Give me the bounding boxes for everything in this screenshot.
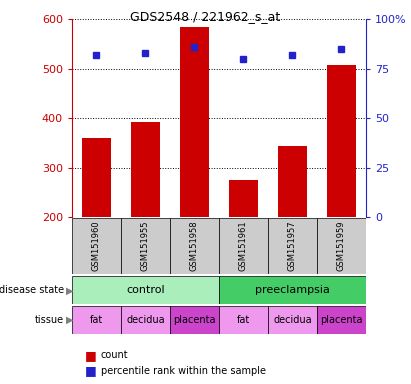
- Text: GSM151959: GSM151959: [337, 221, 346, 271]
- Text: count: count: [101, 350, 128, 360]
- Bar: [121, 306, 170, 334]
- Bar: [327, 65, 356, 217]
- Text: GSM151957: GSM151957: [288, 221, 297, 271]
- Text: percentile rank within the sample: percentile rank within the sample: [101, 366, 266, 376]
- Text: fat: fat: [237, 315, 250, 325]
- Bar: [219, 276, 366, 304]
- Text: GSM151960: GSM151960: [92, 221, 101, 271]
- Text: GSM151958: GSM151958: [190, 221, 199, 271]
- Bar: [278, 146, 307, 217]
- Bar: [268, 218, 317, 274]
- Text: placenta: placenta: [320, 315, 363, 325]
- Bar: [72, 306, 121, 334]
- Text: GDS2548 / 221962_s_at: GDS2548 / 221962_s_at: [130, 10, 281, 23]
- Bar: [317, 306, 366, 334]
- Bar: [268, 306, 317, 334]
- Text: preeclampsia: preeclampsia: [255, 285, 330, 295]
- Text: tissue: tissue: [35, 315, 64, 325]
- Bar: [131, 122, 160, 217]
- Bar: [82, 138, 111, 217]
- Bar: [121, 218, 170, 274]
- Bar: [229, 180, 258, 217]
- Text: fat: fat: [90, 315, 103, 325]
- Bar: [219, 306, 268, 334]
- Text: GSM151961: GSM151961: [239, 221, 248, 271]
- Text: ▶: ▶: [66, 285, 73, 295]
- Text: ▶: ▶: [66, 315, 73, 325]
- Text: ■: ■: [85, 364, 96, 377]
- Text: ■: ■: [85, 349, 96, 362]
- Bar: [219, 218, 268, 274]
- Bar: [170, 218, 219, 274]
- Text: disease state: disease state: [0, 285, 64, 295]
- Text: decidua: decidua: [273, 315, 312, 325]
- Text: GSM151955: GSM151955: [141, 221, 150, 271]
- Bar: [317, 218, 366, 274]
- Text: decidua: decidua: [126, 315, 165, 325]
- Bar: [72, 276, 219, 304]
- Bar: [72, 218, 121, 274]
- Bar: [170, 306, 219, 334]
- Text: control: control: [126, 285, 165, 295]
- Text: placenta: placenta: [173, 315, 216, 325]
- Bar: [180, 26, 209, 217]
